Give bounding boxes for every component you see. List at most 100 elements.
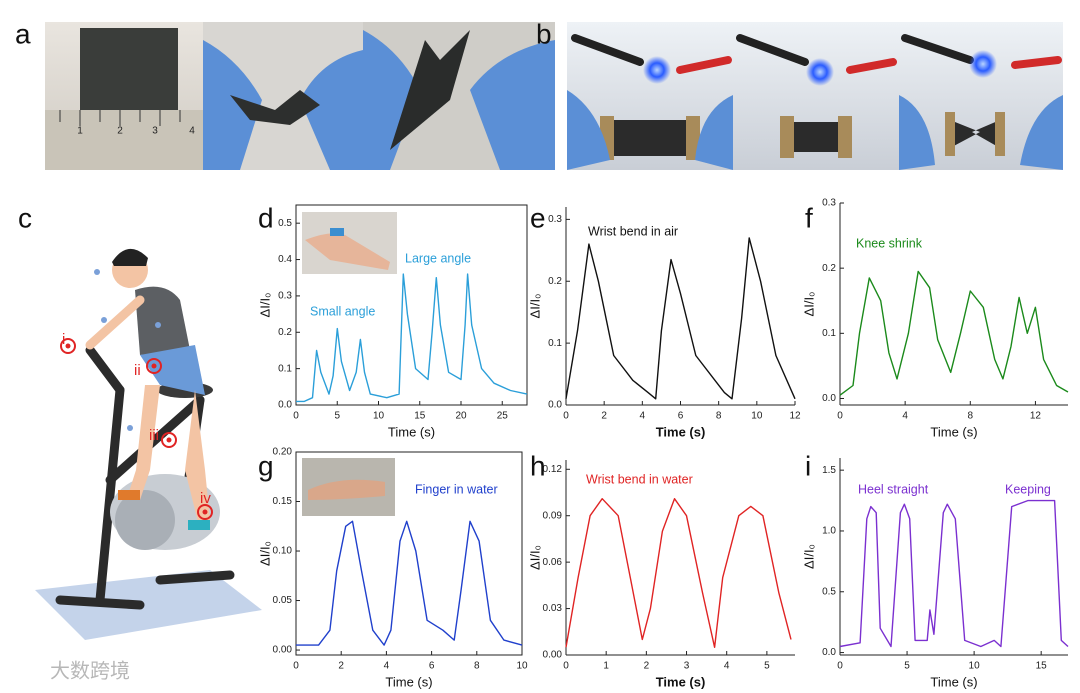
- x-tick-label: 0: [837, 411, 843, 422]
- x-tick-label: 3: [684, 661, 690, 672]
- data-line: [296, 520, 523, 646]
- y-tick-label: 0.3: [822, 198, 836, 209]
- photo-b: [567, 22, 1063, 170]
- data-line: [565, 498, 792, 648]
- x-tick-label: 0: [293, 411, 299, 422]
- y-tick-label: 1.0: [822, 526, 836, 537]
- x-tick-label: 0: [563, 661, 569, 672]
- watermark: 大数跨境: [50, 659, 130, 682]
- panel-label: b: [536, 18, 552, 49]
- y-tick-label: 0.20: [273, 447, 293, 458]
- y-tick-label: 0.2: [278, 327, 292, 338]
- annotation: Wrist bend in air: [588, 224, 678, 238]
- x-axis-label: Time (s): [385, 674, 432, 689]
- annotation: Large angle: [405, 251, 471, 265]
- data-line: [839, 499, 1069, 648]
- ruler-label: 3: [152, 126, 158, 137]
- y-axis-label: ΔI/I₀: [801, 544, 816, 569]
- y-tick-label: 0.00: [543, 650, 563, 661]
- x-axis-label: Time (s): [388, 424, 435, 439]
- y-axis-label: ΔI/I₀: [257, 541, 272, 566]
- x-axis-label: Time (s): [656, 424, 706, 439]
- x-axis-label: Time (s): [930, 424, 977, 439]
- panel-label: i: [805, 450, 811, 481]
- x-tick-label: 0: [837, 661, 843, 672]
- y-tick-label: 0.06: [543, 557, 563, 568]
- marker-label: iv: [200, 490, 211, 507]
- plot-frame: [295, 204, 528, 406]
- x-tick-label: 8: [968, 411, 974, 422]
- annotation: Small angle: [310, 304, 375, 318]
- x-tick-label: 0: [563, 411, 569, 422]
- y-tick-label: 0.0: [278, 400, 292, 411]
- y-tick-label: 0.05: [273, 595, 293, 606]
- y-tick-label: 0.10: [273, 546, 293, 557]
- panel-label: g: [258, 450, 274, 481]
- x-tick-label: 15: [1036, 661, 1048, 672]
- x-tick-label: 2: [338, 661, 344, 672]
- y-tick-label: 0.1: [548, 338, 562, 349]
- plot-frame: [295, 451, 523, 656]
- y-tick-label: 0.15: [273, 496, 293, 507]
- y-tick-label: 0.3: [548, 214, 562, 225]
- panel-label: f: [805, 202, 813, 233]
- panel-label: c: [18, 202, 32, 233]
- x-tick-label: 4: [640, 411, 646, 422]
- y-axis-label: ΔI/I₀: [801, 292, 816, 317]
- x-tick-label: 4: [384, 661, 390, 672]
- x-tick-label: 5: [764, 661, 770, 672]
- ruler-label: 2: [117, 126, 123, 137]
- y-tick-label: 0.3: [278, 291, 292, 302]
- annotation: Knee shrink: [856, 236, 923, 250]
- y-tick-label: 0.5: [822, 586, 836, 597]
- inset-photo: [302, 212, 397, 516]
- y-tick-label: 0.12: [543, 464, 563, 475]
- x-tick-label: 20: [455, 411, 467, 422]
- panel-label: a: [15, 18, 31, 49]
- x-tick-label: 8: [716, 411, 722, 422]
- x-tick-label: 25: [497, 411, 509, 422]
- x-tick-label: 6: [678, 411, 684, 422]
- data-line: [565, 237, 796, 400]
- annotation: Keeping: [1005, 482, 1051, 496]
- y-tick-label: 0.1: [278, 363, 292, 374]
- x-tick-label: 6: [429, 661, 435, 672]
- marker-label: iii: [149, 427, 159, 444]
- cyclist-illustration: [35, 248, 262, 640]
- x-tick-label: 12: [789, 411, 801, 422]
- panel-label: d: [258, 202, 274, 233]
- x-tick-label: 12: [1030, 411, 1042, 422]
- y-tick-label: 0.5: [278, 218, 292, 229]
- ruler-label: 1: [77, 126, 83, 137]
- marker-label: i: [62, 331, 65, 348]
- annotation: Wrist bend in water: [586, 472, 693, 486]
- x-tick-label: 10: [751, 411, 763, 422]
- y-tick-label: 0.2: [548, 276, 562, 287]
- annotation: Heel straight: [858, 482, 929, 496]
- x-tick-label: 15: [414, 411, 426, 422]
- photo-a: [45, 22, 555, 170]
- y-axis-label: ΔI/I₀: [257, 293, 272, 318]
- y-tick-label: 0.1: [822, 328, 836, 339]
- y-tick-label: 0.0: [822, 647, 836, 658]
- y-axis-label: ΔI/I₀: [527, 545, 542, 570]
- x-tick-label: 4: [902, 411, 908, 422]
- data-line: [839, 270, 1069, 396]
- y-tick-label: 0.0: [822, 393, 836, 404]
- y-tick-label: 0.4: [278, 254, 292, 265]
- x-tick-label: 10: [969, 661, 981, 672]
- y-tick-label: 0.03: [543, 603, 563, 614]
- annotation: Finger in water: [415, 482, 498, 496]
- y-tick-label: 0.09: [543, 510, 563, 521]
- x-axis-label: Time (s): [656, 674, 706, 689]
- x-tick-label: 1: [603, 661, 609, 672]
- panel-label: h: [530, 450, 546, 481]
- x-axis-label: Time (s): [930, 674, 977, 689]
- data-line: [296, 273, 528, 403]
- panel-label: e: [530, 202, 546, 233]
- x-tick-label: 5: [334, 411, 340, 422]
- marker-label: ii: [134, 362, 141, 379]
- x-tick-label: 2: [644, 661, 650, 672]
- y-axis-label: ΔI/I₀: [527, 294, 542, 319]
- x-tick-label: 8: [474, 661, 480, 672]
